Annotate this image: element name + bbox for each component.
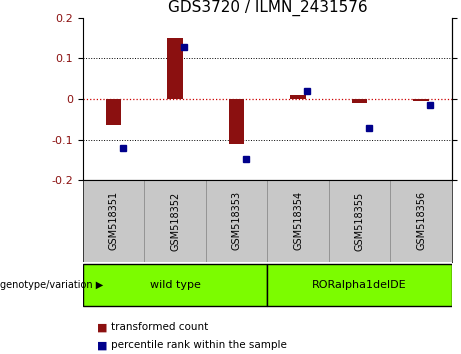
Text: RORalpha1delDE: RORalpha1delDE [312,280,407,290]
Bar [290,95,306,99]
Bar [229,99,244,144]
Text: wild type: wild type [150,280,201,290]
Text: GSM518351: GSM518351 [109,191,119,251]
Bar [352,99,367,103]
Bar [206,180,267,262]
Bar [390,180,452,262]
Bar [167,38,183,99]
Title: GDS3720 / ILMN_2431576: GDS3720 / ILMN_2431576 [167,0,367,16]
Text: genotype/variation ▶: genotype/variation ▶ [0,280,103,290]
Bar [83,264,267,306]
Text: ■: ■ [97,340,107,350]
Bar [267,180,329,262]
Text: GSM518353: GSM518353 [231,191,242,251]
Bar [144,180,206,262]
Bar [267,264,452,306]
Text: GSM518352: GSM518352 [170,191,180,251]
Text: percentile rank within the sample: percentile rank within the sample [111,340,287,350]
Text: GSM518354: GSM518354 [293,191,303,251]
Bar [83,180,144,262]
Text: transformed count: transformed count [111,322,208,332]
Text: ■: ■ [97,322,107,332]
Text: GSM518355: GSM518355 [355,191,365,251]
Bar [414,99,429,101]
Text: GSM518356: GSM518356 [416,191,426,251]
Bar [329,180,390,262]
Bar [106,99,121,125]
